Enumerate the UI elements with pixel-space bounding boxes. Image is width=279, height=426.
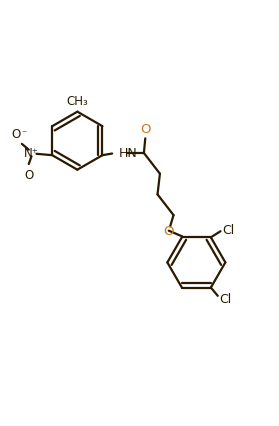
Text: Cl: Cl — [222, 224, 235, 236]
Text: N⁺: N⁺ — [24, 147, 39, 160]
Text: O: O — [163, 225, 174, 238]
Text: O: O — [140, 123, 151, 136]
Text: Cl: Cl — [219, 292, 231, 305]
Text: ⁻: ⁻ — [21, 129, 27, 139]
Text: O: O — [24, 169, 33, 182]
Text: O: O — [12, 127, 21, 141]
Text: CH₃: CH₃ — [66, 95, 88, 107]
Text: HN: HN — [119, 147, 138, 160]
